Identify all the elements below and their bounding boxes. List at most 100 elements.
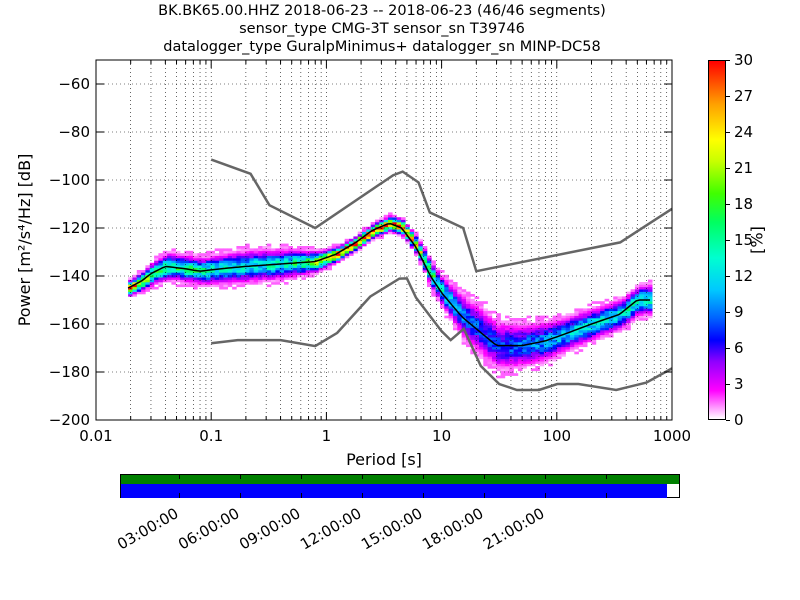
pdf-cell — [227, 267, 233, 271]
pdf-cell — [483, 310, 488, 314]
pdf-cell — [548, 334, 553, 338]
pdf-cell — [453, 320, 458, 324]
pdf-cell — [539, 318, 545, 321]
pdf-cell — [297, 262, 302, 266]
pdf-cell — [578, 349, 584, 352]
pdf-cell — [444, 298, 449, 302]
pdf-cell — [266, 250, 272, 254]
pdf-cell — [344, 255, 350, 259]
pdf-cell — [128, 282, 133, 285]
pdf-cell — [206, 270, 211, 273]
axis-ticks: 0.01 0.1 1 10 100 1000−200−180−160−140−120−10… — [49, 60, 691, 445]
pdf-cell — [578, 313, 584, 316]
pdf-cell — [136, 279, 142, 283]
pdf-cell — [292, 250, 298, 254]
pdf-cell — [314, 250, 319, 254]
pdf-cell — [427, 265, 432, 268]
pdf-cell — [275, 253, 280, 256]
pdf-cell — [297, 248, 302, 252]
pdf-cell — [552, 354, 558, 357]
pdf-cell — [232, 260, 237, 264]
pdf-cell — [474, 342, 480, 345]
pdf-cell — [418, 262, 423, 266]
pdf-cell — [513, 337, 519, 340]
pdf-cell — [388, 214, 393, 218]
pdf-cell — [197, 279, 202, 283]
pdf-cell — [487, 344, 493, 348]
pdf-cell — [431, 265, 436, 268]
pdf-cell — [483, 315, 488, 319]
pdf-cell — [431, 282, 436, 285]
pdf-cell — [167, 260, 172, 264]
pdf-cell — [167, 250, 172, 254]
pdf-cell — [175, 253, 181, 256]
pdf-cell — [440, 289, 445, 292]
pdf-cell — [444, 303, 449, 307]
pdf-cell — [487, 318, 493, 321]
pdf-cell — [487, 322, 493, 326]
pdf-cell — [461, 303, 467, 307]
pdf-cell — [600, 303, 605, 307]
pdf-cell — [336, 260, 341, 264]
pdf-cell — [453, 286, 458, 290]
pdf-cell — [193, 279, 198, 283]
colorbar-tick — [726, 60, 730, 61]
pdf-cell — [223, 274, 228, 278]
pdf-cell — [574, 332, 579, 336]
pdf-cell — [362, 241, 367, 244]
pdf-cell — [310, 255, 315, 259]
x-tick-label: 10 — [432, 427, 451, 445]
colorbar-label: [%] — [747, 226, 767, 254]
pdf-cell — [223, 260, 228, 264]
pdf-cell — [197, 265, 202, 268]
pdf-cell — [219, 255, 224, 259]
pdf-cell — [487, 346, 493, 350]
pdf-cell — [479, 320, 484, 324]
pdf-cell — [543, 361, 549, 364]
pdf-cell — [483, 318, 488, 321]
pdf-cell — [526, 349, 532, 352]
data-coverage-bar — [120, 474, 680, 498]
pdf-cell — [587, 308, 592, 312]
pdf-cell — [479, 303, 484, 307]
pdf-cell — [613, 320, 618, 324]
pdf-cell — [517, 363, 523, 367]
pdf-cell — [457, 301, 462, 304]
pdf-cell — [630, 291, 636, 295]
pdf-cell — [483, 346, 488, 350]
pdf-cell — [184, 272, 189, 276]
pdf-cell — [175, 262, 181, 266]
pdf-cell — [253, 260, 259, 264]
pdf-cell — [621, 318, 627, 321]
pdf-cell — [444, 294, 449, 297]
pdf-cell — [479, 310, 484, 314]
pdf-cell — [210, 265, 215, 268]
pdf-cell — [375, 234, 380, 237]
pdf-cell — [526, 320, 532, 324]
pdf-cell — [496, 322, 501, 326]
pdf-cell — [591, 308, 597, 312]
pdf-cell — [240, 258, 246, 261]
pdf-cell — [466, 344, 471, 348]
pdf-cell — [483, 339, 488, 343]
pdf-cell — [513, 330, 519, 333]
pdf-cell — [634, 294, 640, 297]
pdf-cell — [617, 308, 623, 312]
pdf-cell — [582, 327, 588, 331]
pdf-cell — [201, 277, 207, 280]
pdf-cell — [284, 243, 289, 247]
pdf-cell — [574, 320, 579, 324]
pdf-cell — [595, 334, 601, 338]
pdf-cell — [639, 306, 644, 309]
pdf-cell — [340, 255, 345, 259]
pdf-cell — [227, 279, 233, 283]
pdf-cell — [543, 346, 549, 350]
pdf-cell — [565, 334, 571, 338]
pdf-cell — [141, 286, 146, 290]
pdf-cell — [522, 325, 527, 328]
pdf-cell — [569, 334, 575, 338]
pdf-cell — [591, 342, 597, 345]
pdf-cell — [422, 270, 428, 273]
pdf-cell — [193, 286, 198, 290]
pdf-cell — [236, 255, 241, 259]
